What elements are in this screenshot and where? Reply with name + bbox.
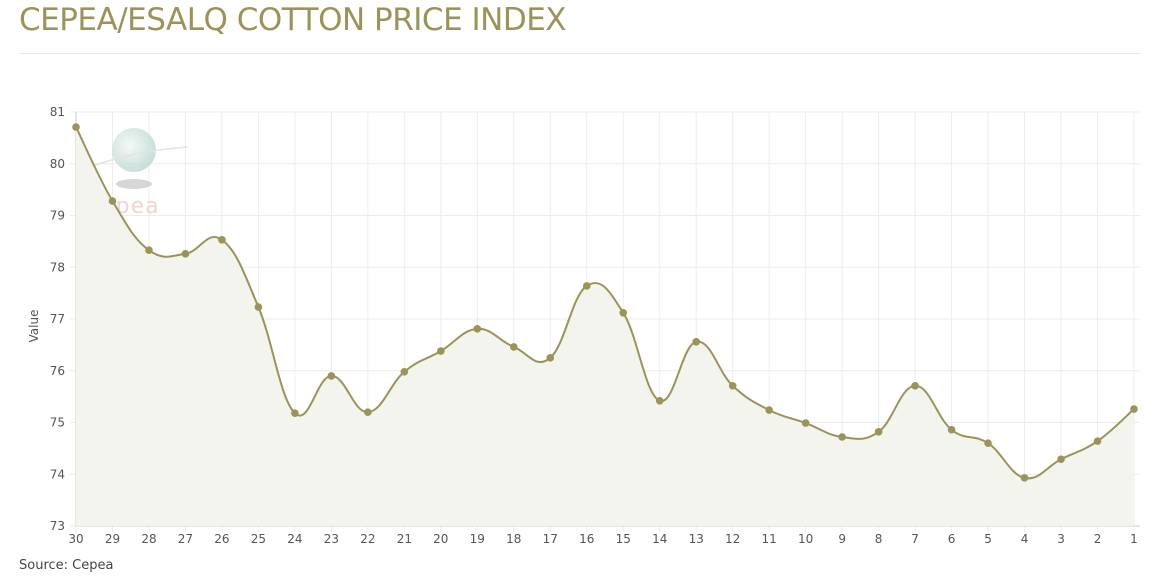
data-point[interactable]: [984, 439, 992, 448]
title-divider: [19, 53, 1141, 54]
y-tick-label: 81: [50, 105, 65, 119]
data-point[interactable]: [838, 433, 846, 441]
x-tick-label: 20: [433, 532, 448, 546]
x-tick-label: 22: [360, 532, 375, 546]
data-point[interactable]: [72, 123, 80, 131]
x-tick-label: 30: [68, 532, 83, 546]
y-axis-label: Value: [27, 310, 41, 343]
y-tick-label: 73: [50, 519, 65, 533]
data-point[interactable]: [947, 425, 956, 434]
x-tick-label: 26: [214, 532, 229, 546]
data-point[interactable]: [108, 197, 117, 205]
data-point[interactable]: [655, 396, 664, 405]
y-tick-label: 75: [50, 416, 65, 430]
data-point[interactable]: [254, 303, 263, 311]
x-tick-label: 8: [875, 532, 883, 546]
data-point[interactable]: [546, 354, 555, 362]
x-tick-label: 1: [1130, 532, 1138, 546]
x-tick-label: 25: [251, 532, 266, 546]
x-tick-label: 7: [911, 532, 919, 546]
x-tick-label: 5: [984, 532, 992, 546]
x-tick-label: 3: [1057, 532, 1065, 546]
x-tick-label: 2: [1094, 532, 1102, 546]
x-tick-label: 16: [579, 532, 594, 546]
x-tick-label: 13: [689, 532, 704, 546]
data-point[interactable]: [1130, 405, 1138, 413]
data-point[interactable]: [181, 249, 190, 258]
x-tick-label: 17: [543, 532, 558, 546]
data-point[interactable]: [582, 282, 591, 290]
x-tick-label: 6: [948, 532, 956, 546]
data-point[interactable]: [473, 325, 482, 333]
data-point[interactable]: [874, 428, 883, 436]
area-fill: [76, 127, 1134, 526]
x-tick-label: 18: [506, 532, 521, 546]
x-tick-label: 27: [178, 532, 193, 546]
y-tick-label: 79: [50, 209, 65, 223]
data-point[interactable]: [509, 343, 518, 351]
x-tick-label: 4: [1021, 532, 1029, 546]
data-point[interactable]: [437, 347, 445, 355]
x-tick-label: 9: [838, 532, 846, 546]
data-point[interactable]: [1093, 437, 1102, 445]
x-tick-label: 14: [652, 532, 667, 546]
data-point[interactable]: [291, 409, 299, 417]
data-point[interactable]: [1057, 455, 1065, 464]
data-point[interactable]: [911, 381, 919, 390]
data-point[interactable]: [218, 236, 226, 244]
chart-title: CEPEA/ESALQ COTTON PRICE INDEX: [19, 2, 567, 38]
data-point[interactable]: [765, 406, 773, 414]
data-point[interactable]: [364, 408, 372, 416]
x-tick-label: 29: [105, 532, 120, 546]
data-point[interactable]: [619, 308, 628, 317]
y-tick-label: 80: [50, 157, 65, 171]
y-tick-label: 76: [50, 364, 65, 378]
x-tick-label: 24: [287, 532, 302, 546]
data-point[interactable]: [728, 381, 737, 390]
data-point[interactable]: [400, 367, 409, 376]
data-point[interactable]: [692, 337, 701, 346]
x-tick-label: 10: [798, 532, 813, 546]
x-tick-label: 28: [141, 532, 156, 546]
data-point[interactable]: [145, 246, 153, 254]
x-tick-label: 11: [762, 532, 777, 546]
data-point[interactable]: [1020, 474, 1029, 482]
x-tick-label: 19: [470, 532, 485, 546]
x-tick-label: 12: [725, 532, 740, 546]
y-tick-label: 74: [50, 467, 65, 481]
data-point[interactable]: [327, 372, 336, 380]
y-tick-label: 78: [50, 260, 65, 274]
source-note: Source: Cepea: [19, 558, 114, 573]
x-tick-label: 15: [616, 532, 631, 546]
data-point[interactable]: [801, 419, 810, 427]
x-tick-label: 21: [397, 532, 412, 546]
x-tick-label: 23: [324, 532, 339, 546]
y-tick-label: 77: [50, 312, 65, 326]
